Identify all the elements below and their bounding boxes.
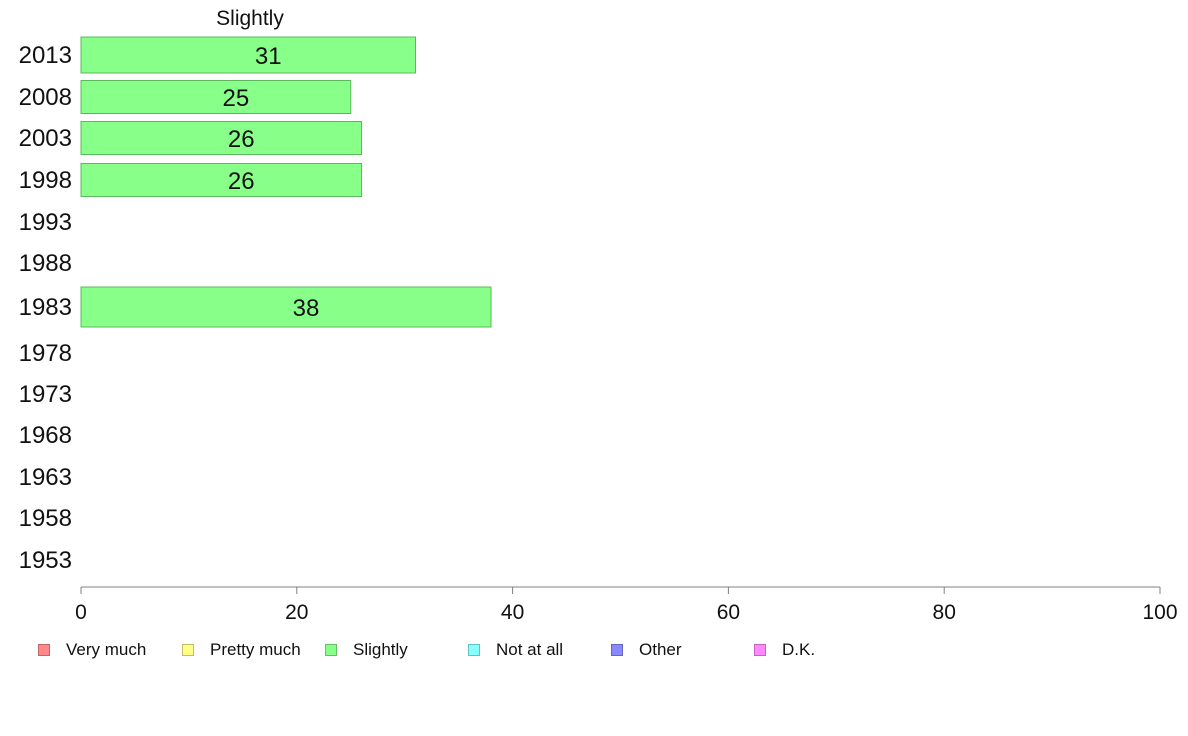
x-tick-label: 0 bbox=[75, 601, 87, 624]
y-tick-label: 1973 bbox=[19, 381, 72, 408]
y-tick-label: 2008 bbox=[19, 84, 72, 111]
y-tick-label: 1968 bbox=[19, 422, 72, 449]
legend-label: Not at all bbox=[496, 640, 563, 660]
legend-label: Very much bbox=[66, 640, 146, 660]
bar-data-label: 26 bbox=[228, 168, 255, 195]
y-tick-label: 1963 bbox=[19, 464, 72, 491]
legend-swatch bbox=[182, 644, 194, 656]
bar-chart: Slightly 2013 2008 2003 1998 1993 1988 1983 197… bbox=[0, 0, 1188, 736]
legend-swatch bbox=[468, 644, 480, 656]
bar bbox=[81, 37, 415, 73]
legend-swatch bbox=[611, 644, 623, 656]
y-tick-label: 1953 bbox=[19, 547, 72, 574]
legend-item: Pretty much bbox=[182, 640, 301, 660]
bar bbox=[81, 81, 351, 114]
y-tick-label: 1958 bbox=[19, 505, 72, 532]
y-tick-label: 1978 bbox=[19, 340, 72, 367]
bar-data-label: 38 bbox=[293, 295, 320, 322]
y-tick-label: 1988 bbox=[19, 250, 72, 277]
x-tick-label: 40 bbox=[501, 601, 524, 624]
bar bbox=[81, 122, 362, 155]
legend-swatch bbox=[38, 644, 50, 656]
x-tick-label: 100 bbox=[1142, 601, 1177, 624]
y-tick-label: 1993 bbox=[19, 209, 72, 236]
legend-item: Other bbox=[611, 640, 682, 660]
x-tick-label: 80 bbox=[933, 601, 956, 624]
y-tick-label: 1983 bbox=[19, 294, 72, 321]
legend-item: Slightly bbox=[325, 640, 408, 660]
legend-swatch bbox=[754, 644, 766, 656]
x-axis: 0 20 40 60 80 100 bbox=[75, 587, 1177, 624]
bar-data-label: 25 bbox=[223, 85, 250, 112]
chart-title: Slightly bbox=[216, 7, 284, 30]
x-tick-label: 20 bbox=[285, 601, 308, 624]
bar bbox=[81, 164, 362, 197]
legend-label: Slightly bbox=[353, 640, 408, 660]
legend-item: Not at all bbox=[468, 640, 563, 660]
x-tick-label: 60 bbox=[717, 601, 740, 624]
legend-label: Pretty much bbox=[210, 640, 301, 660]
y-tick-label: 2013 bbox=[19, 42, 72, 69]
legend-swatch bbox=[325, 644, 337, 656]
bar-data-label: 31 bbox=[255, 43, 282, 70]
legend-item: D.K. bbox=[754, 640, 815, 660]
bar-data-label: 26 bbox=[228, 126, 255, 153]
bar bbox=[81, 287, 491, 327]
legend-item: Very much bbox=[38, 640, 146, 660]
y-axis-labels: 2013 2008 2003 1998 1993 1988 1983 1978 1973 1968… bbox=[19, 42, 72, 574]
legend: Very much Pretty much Slightly Not at all Ot… bbox=[38, 640, 938, 664]
legend-label: D.K. bbox=[782, 640, 815, 660]
legend-label: Other bbox=[639, 640, 682, 660]
y-tick-label: 2003 bbox=[19, 125, 72, 152]
bars bbox=[81, 37, 491, 327]
y-tick-label: 1998 bbox=[19, 167, 72, 194]
